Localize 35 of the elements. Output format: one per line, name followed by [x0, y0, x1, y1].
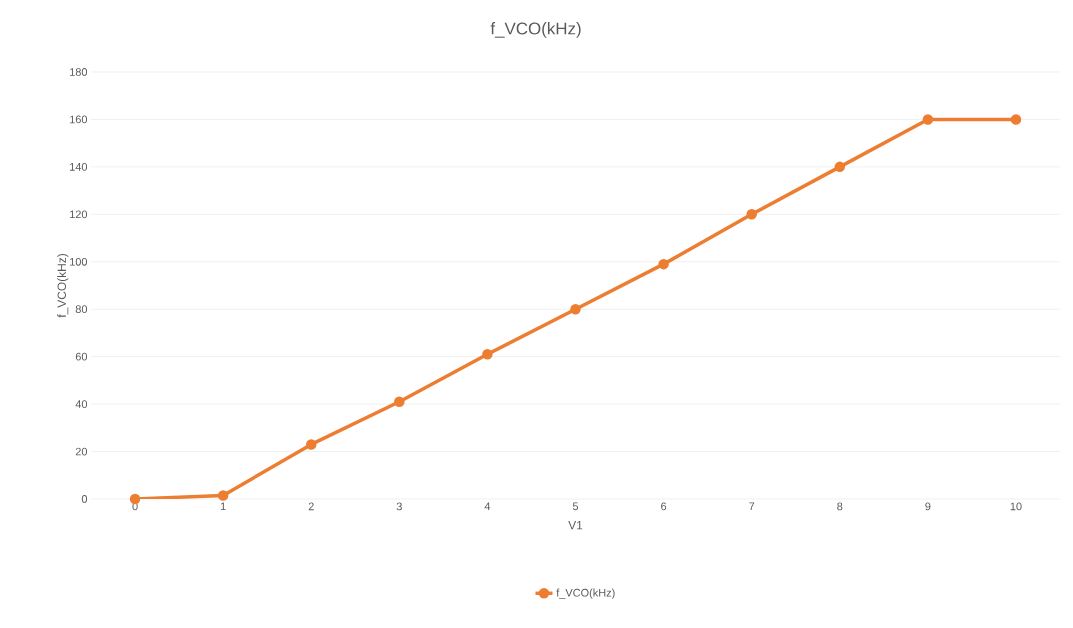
point	[482, 349, 493, 360]
x-tick-label: 10	[1010, 502, 1022, 511]
x-tick-label: 3	[396, 502, 402, 511]
x-tick-label: 5	[572, 502, 579, 511]
x-tick-label: 1	[220, 502, 226, 511]
y-tick-label: 120	[70, 210, 88, 219]
y-tick-label: 0	[81, 495, 88, 503]
y-tick-label: 60	[75, 352, 88, 361]
y-tick-label: 140	[70, 163, 88, 171]
y-tick-label: 180	[70, 68, 88, 76]
y-tick-label: 80	[75, 305, 88, 314]
point	[658, 258, 669, 270]
y-tick-label: 20	[75, 447, 88, 456]
y-tick-label: 40	[75, 400, 88, 408]
point	[922, 114, 934, 125]
point	[834, 161, 846, 173]
x-tick-label: 6	[661, 502, 667, 511]
point	[217, 490, 229, 501]
point	[746, 209, 757, 220]
x-tick-label: 7	[749, 502, 755, 511]
point	[129, 493, 141, 505]
point	[394, 396, 405, 407]
y-axis-title: f_VCO(kHz)	[57, 254, 69, 318]
point	[1010, 114, 1022, 125]
legend-label: f_VCO(kHz)	[556, 588, 615, 599]
x-tick-label: 8	[837, 502, 843, 511]
point	[570, 303, 581, 315]
x-tick-label: 2	[308, 502, 314, 511]
y-tick-label: 100	[70, 257, 88, 266]
x-tick-label: 9	[925, 502, 931, 511]
x-axis-title: V1	[568, 521, 583, 530]
chart-title: f_VCO(kHz)	[490, 22, 581, 38]
y-tick-label: 160	[70, 115, 88, 124]
point	[305, 439, 317, 450]
x-tick-label: 4	[484, 502, 491, 511]
